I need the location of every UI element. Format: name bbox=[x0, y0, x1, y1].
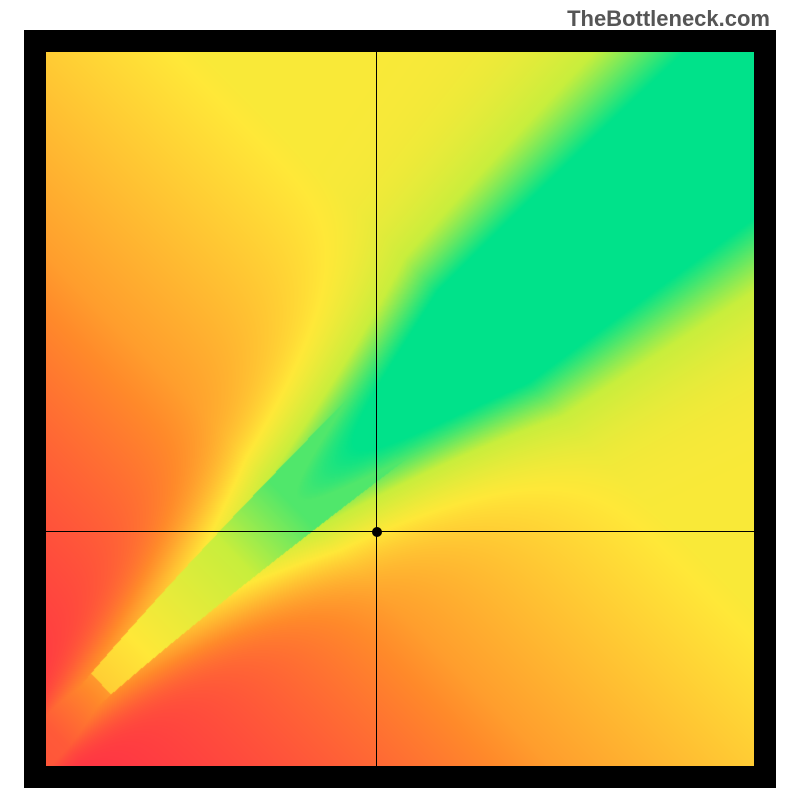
chart-container: TheBottleneck.com bbox=[0, 0, 800, 800]
crosshair-vertical bbox=[376, 52, 377, 766]
heatmap-canvas bbox=[46, 52, 754, 766]
crosshair-horizontal bbox=[46, 531, 754, 532]
chart-frame bbox=[24, 30, 776, 788]
data-point-marker bbox=[372, 527, 382, 537]
watermark-text: TheBottleneck.com bbox=[567, 6, 770, 32]
